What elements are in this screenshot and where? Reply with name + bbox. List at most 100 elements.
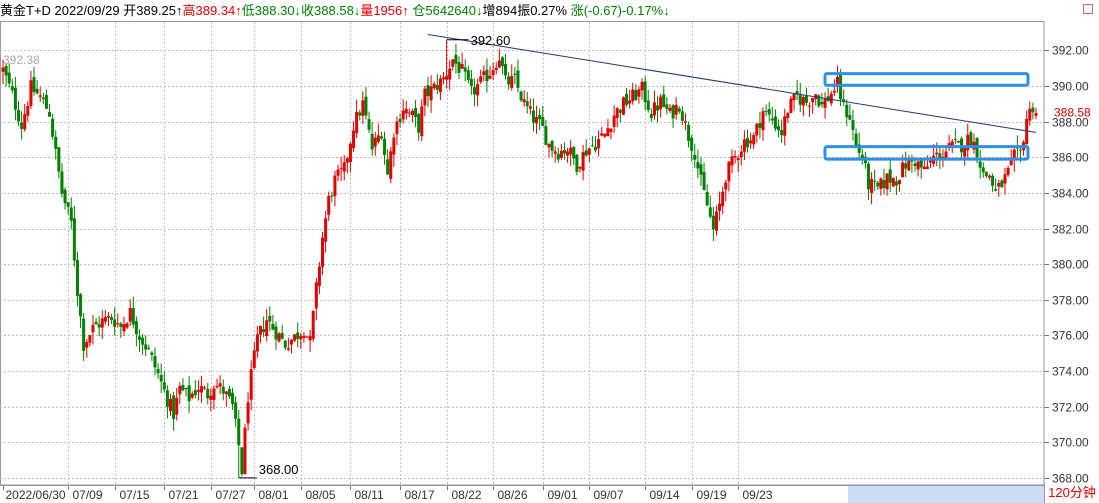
candle-body bbox=[690, 137, 694, 151]
candle-body bbox=[541, 116, 545, 126]
candle-body bbox=[144, 344, 148, 350]
candle-body bbox=[659, 96, 663, 110]
candle-body bbox=[342, 162, 346, 172]
candle-body bbox=[125, 323, 129, 328]
y-tick-label: 384.00 bbox=[1052, 187, 1089, 201]
candle-body bbox=[1, 67, 5, 72]
candle-body bbox=[733, 156, 737, 158]
candle-body bbox=[333, 175, 337, 197]
candle-body bbox=[987, 175, 991, 178]
candle-body bbox=[339, 168, 343, 170]
candle-body bbox=[860, 154, 864, 160]
candle-body bbox=[134, 321, 138, 335]
candle-body bbox=[739, 151, 743, 158]
candle-body bbox=[193, 390, 197, 396]
x-tick-label: 09/01 bbox=[548, 488, 578, 502]
candle-body bbox=[423, 88, 427, 106]
candle-body bbox=[404, 108, 408, 114]
x-tick-label: 08/22 bbox=[452, 488, 482, 502]
candle-body bbox=[485, 69, 489, 82]
candle-body bbox=[944, 151, 948, 160]
candle-body bbox=[832, 91, 836, 93]
candle-body bbox=[457, 62, 461, 73]
candle-body bbox=[63, 189, 67, 204]
candle-body bbox=[963, 147, 967, 157]
candle-body bbox=[240, 447, 244, 475]
candle-body bbox=[677, 108, 681, 112]
candle-body bbox=[379, 136, 383, 139]
candle-body bbox=[35, 88, 39, 94]
candle-body bbox=[966, 134, 970, 151]
quote-date: 2022/09/29 bbox=[54, 3, 120, 18]
candle-body bbox=[823, 98, 827, 108]
candle-body bbox=[773, 116, 777, 129]
candle-body bbox=[662, 94, 666, 108]
candle-body bbox=[94, 321, 98, 325]
candle-body bbox=[246, 402, 250, 424]
candle-body bbox=[156, 368, 160, 374]
candle-body bbox=[308, 336, 312, 341]
candle-body bbox=[414, 107, 418, 117]
candle-body bbox=[845, 104, 849, 118]
candle-body bbox=[538, 114, 542, 120]
x-tick-label: 07/21 bbox=[169, 488, 199, 502]
candle-body bbox=[289, 339, 293, 345]
candle-body bbox=[721, 191, 725, 207]
candle-body bbox=[438, 78, 442, 93]
candle-body bbox=[113, 319, 117, 327]
candle-body bbox=[680, 111, 684, 121]
candle-body bbox=[165, 390, 169, 407]
candle-body bbox=[32, 76, 36, 92]
top-left-label: 392.38 bbox=[3, 53, 40, 67]
candle-body bbox=[711, 215, 715, 230]
candle-body bbox=[801, 97, 805, 106]
x-axis-highlight bbox=[848, 485, 1044, 503]
candle-body bbox=[898, 179, 902, 184]
candle-body bbox=[82, 318, 86, 351]
candle-body bbox=[268, 315, 272, 322]
candle-body bbox=[417, 114, 421, 133]
candle-body bbox=[79, 294, 83, 317]
candle-body bbox=[829, 93, 833, 104]
candle-body bbox=[469, 78, 473, 86]
candle-body bbox=[119, 323, 123, 327]
candle-body bbox=[364, 96, 368, 116]
candle-body bbox=[473, 87, 477, 95]
candle-body bbox=[1003, 174, 1007, 184]
candle-body bbox=[581, 152, 585, 171]
candle-body bbox=[811, 98, 815, 103]
candle-body bbox=[441, 77, 445, 80]
candle-body bbox=[901, 162, 905, 178]
candle-body bbox=[445, 76, 449, 80]
square-icon[interactable] bbox=[1083, 4, 1093, 14]
high-price: 高389.34↑ bbox=[182, 3, 242, 18]
period-button[interactable]: 120分钟 bbox=[1044, 483, 1099, 503]
x-tick-label: 08/01 bbox=[259, 488, 289, 502]
candle-body bbox=[628, 100, 632, 104]
candle-body bbox=[922, 166, 926, 170]
candle-body bbox=[51, 118, 55, 137]
labels: 392.60 368.00 388.58 392.38 bbox=[3, 33, 1091, 479]
candle-body bbox=[1006, 168, 1010, 176]
x-tick-label: 07/27 bbox=[216, 488, 246, 502]
candle-body bbox=[72, 218, 76, 261]
candle-body bbox=[817, 95, 821, 107]
y-axis: 368.00 370.00 372.00 374.00 376.00 378.00 380.… bbox=[1044, 44, 1089, 486]
candle-body bbox=[835, 76, 839, 88]
candle-body bbox=[618, 109, 622, 113]
candle-body bbox=[535, 116, 539, 124]
candle-body bbox=[764, 110, 768, 112]
candle-body bbox=[556, 153, 560, 160]
candle-body bbox=[305, 336, 309, 338]
candle-body bbox=[44, 94, 48, 109]
candle-body bbox=[842, 99, 846, 102]
candle-body bbox=[609, 128, 613, 132]
candle-body bbox=[150, 352, 154, 355]
candle-body bbox=[274, 326, 278, 340]
candle-body bbox=[839, 74, 843, 100]
candle-body bbox=[497, 60, 501, 68]
candle-body bbox=[237, 418, 241, 446]
candle-body bbox=[991, 175, 995, 186]
candle-body bbox=[587, 148, 591, 155]
